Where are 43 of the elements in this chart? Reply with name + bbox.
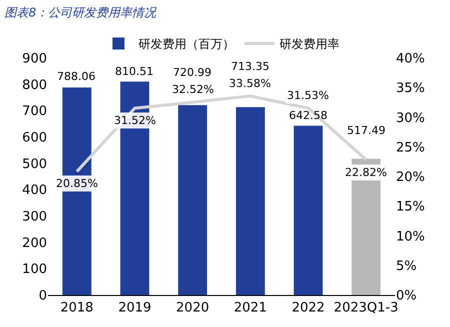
x-tick-label: 2019 [118,300,152,316]
data-label: 642.58 [289,109,328,122]
x-tick-label: 2023Q1-3 [334,300,398,316]
y-tick-label: 300 [22,210,47,225]
y-tick-label: 500 [22,156,47,172]
data-label: 20.85% [56,177,98,190]
data-label: 22.82% [345,166,387,179]
y2-tick-label: 20% [396,170,425,186]
y2-tick-label: 25% [396,140,425,156]
data-label: 33.58% [229,77,271,90]
y-tick-label: 100 [22,262,47,278]
y2-tick-label: 10% [396,229,425,244]
bar [178,105,208,295]
y2-tick-label: 5% [396,258,417,274]
legend-label: 研发费用（百万） [138,37,234,52]
y2-tick-label: 0% [396,288,417,304]
y-tick-label: 600 [22,130,47,146]
x-tick-label: 2021 [234,300,267,316]
y-tick-label: 900 [22,52,47,67]
bar [236,107,265,295]
data-label: 32.52% [172,83,214,96]
data-label: 31.53% [287,89,329,102]
x-tick-label: 2022 [292,300,325,316]
x-tick-label: 2018 [60,300,94,316]
y2-tick-label: 35% [396,81,425,96]
legend-label: 研发费用率 [280,37,340,52]
bar [294,126,323,295]
data-label: 788.06 [57,70,96,83]
data-label: 720.99 [173,66,212,79]
y2-tick-label: 40% [396,52,425,67]
data-label: 517.49 [347,124,386,137]
y-tick-label: 400 [22,183,47,198]
chart-title: 图表8：公司研发费用率情况 [4,6,158,20]
data-label: 713.35 [231,60,270,73]
y-tick-label: 0 [38,288,47,304]
x-tick-label: 2020 [176,300,210,316]
data-label: 31.52% [114,114,156,127]
y-tick-label: 200 [22,236,47,251]
y-tick-label: 700 [22,104,47,120]
y2-tick-label: 15% [396,200,425,215]
y-tick-label: 800 [22,78,47,93]
data-label: 810.51 [115,65,154,78]
y2-tick-label: 30% [396,110,425,126]
